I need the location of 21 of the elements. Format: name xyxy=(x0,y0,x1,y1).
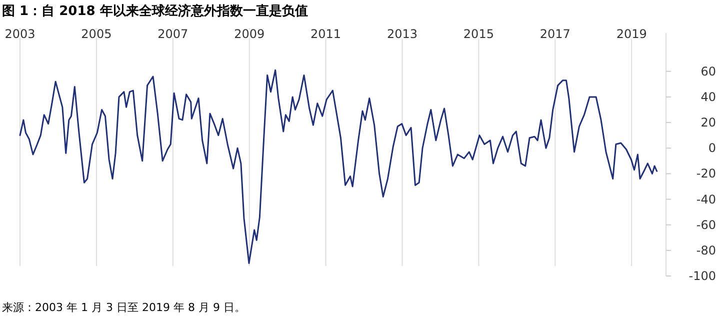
line-series xyxy=(19,69,658,264)
y-tick-label: 40 xyxy=(700,90,716,104)
y-tick-label: 60 xyxy=(700,64,716,78)
x-tick-label: 2005 xyxy=(81,27,112,41)
chart-title: 图 1：自 2018 年以来全球经济意外指数一直是负值 xyxy=(2,3,308,19)
y-tick-label: -60 xyxy=(696,218,716,232)
x-tick-label: 2013 xyxy=(386,27,418,41)
x-tick-label: 2003 xyxy=(4,27,36,41)
y-tick-label: 20 xyxy=(700,116,716,130)
x-tick-label: 2009 xyxy=(234,27,265,41)
x-tick-label: 2011 xyxy=(310,27,342,41)
x-tick-label: 2017 xyxy=(540,27,570,41)
y-tick-label: -20 xyxy=(696,166,716,181)
y-tick-label: -80 xyxy=(696,243,716,258)
y-tick-label: -40 xyxy=(696,192,716,206)
y-tick-label: 0 xyxy=(708,141,716,156)
source-note: 来源：2003 年 1 月 3 日至 2019 年 8 月 9 日。 xyxy=(2,301,246,314)
x-tick-label: 2019 xyxy=(616,27,647,41)
x-tick-label: 2015 xyxy=(463,27,494,41)
y-tick-label: -100 xyxy=(688,269,716,283)
x-tick-label: 2007 xyxy=(158,27,188,41)
